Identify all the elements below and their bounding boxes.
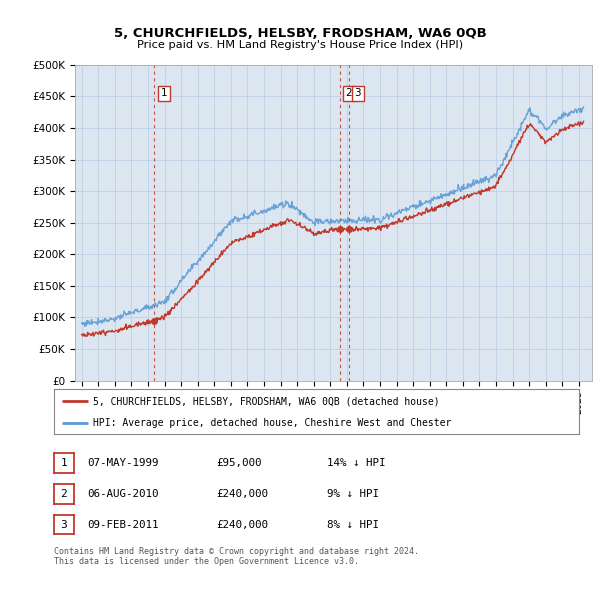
Text: 09-FEB-2011: 09-FEB-2011 xyxy=(87,520,158,529)
Text: 3: 3 xyxy=(61,520,67,529)
Text: 07-MAY-1999: 07-MAY-1999 xyxy=(87,458,158,468)
Text: £240,000: £240,000 xyxy=(216,520,268,529)
Text: £240,000: £240,000 xyxy=(216,489,268,499)
Text: 1: 1 xyxy=(160,88,167,99)
Text: 06-AUG-2010: 06-AUG-2010 xyxy=(87,489,158,499)
Text: 5, CHURCHFIELDS, HELSBY, FRODSHAM, WA6 0QB (detached house): 5, CHURCHFIELDS, HELSBY, FRODSHAM, WA6 0… xyxy=(94,396,440,407)
Text: 3: 3 xyxy=(355,88,361,99)
Text: 14% ↓ HPI: 14% ↓ HPI xyxy=(327,458,386,468)
Text: 2: 2 xyxy=(346,88,352,99)
Text: 1: 1 xyxy=(61,458,67,468)
Text: Contains HM Land Registry data © Crown copyright and database right 2024.: Contains HM Land Registry data © Crown c… xyxy=(54,548,419,556)
Text: 9% ↓ HPI: 9% ↓ HPI xyxy=(327,489,379,499)
Text: 2: 2 xyxy=(61,489,67,499)
Text: HPI: Average price, detached house, Cheshire West and Chester: HPI: Average price, detached house, Ches… xyxy=(94,418,452,428)
Text: Price paid vs. HM Land Registry's House Price Index (HPI): Price paid vs. HM Land Registry's House … xyxy=(137,40,463,50)
Text: 5, CHURCHFIELDS, HELSBY, FRODSHAM, WA6 0QB: 5, CHURCHFIELDS, HELSBY, FRODSHAM, WA6 0… xyxy=(113,27,487,40)
Text: £95,000: £95,000 xyxy=(216,458,262,468)
Text: This data is licensed under the Open Government Licence v3.0.: This data is licensed under the Open Gov… xyxy=(54,558,359,566)
Text: 8% ↓ HPI: 8% ↓ HPI xyxy=(327,520,379,529)
